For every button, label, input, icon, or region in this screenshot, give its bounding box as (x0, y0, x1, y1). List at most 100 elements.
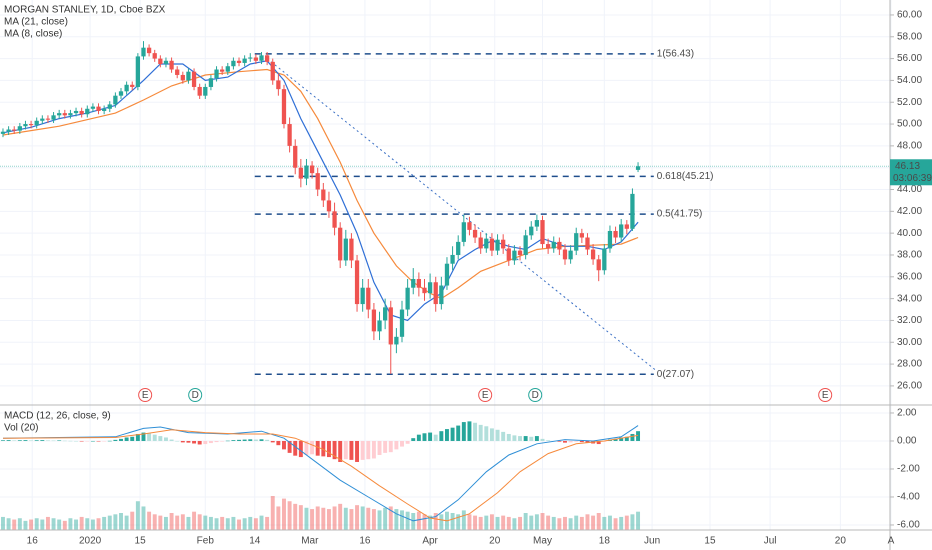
volume-bar (377, 510, 382, 530)
candle-body (158, 58, 163, 65)
candle-body (388, 307, 393, 345)
volume-bar (135, 501, 140, 530)
y-tick-label: 36.00 (897, 271, 922, 282)
candle-body (62, 113, 67, 116)
candle-body (186, 71, 191, 81)
volume-bar (197, 514, 202, 530)
volume-bar (231, 516, 236, 530)
candle-body (484, 238, 489, 249)
volume-bar (439, 514, 444, 530)
volume-bar (208, 516, 213, 530)
y-tick-label: 50.00 (897, 119, 922, 130)
macd-histogram-bar (1, 440, 5, 441)
candle-body (461, 222, 466, 242)
candle-body (326, 200, 332, 212)
macd-histogram-bar (141, 432, 146, 441)
macd-histogram-bar (248, 439, 253, 441)
volume-bar (180, 514, 185, 530)
volume-legend: Vol (20) (4, 423, 38, 434)
macd-histogram-bar (523, 436, 528, 441)
macd-histogram-bar (613, 438, 618, 441)
macd-histogram-bar (433, 434, 438, 441)
volume-bar (467, 514, 472, 530)
macd-histogram-bar (282, 440, 286, 450)
macd-histogram-bar (270, 440, 275, 443)
volume-bar (473, 515, 478, 530)
volume-bar (461, 510, 466, 530)
candle-body (590, 249, 596, 260)
volume-bar (534, 514, 539, 530)
volume-bar (568, 518, 573, 530)
volume-bar (62, 520, 67, 530)
y-tick-label: 28.00 (897, 359, 922, 370)
macd-histogram-bar (253, 439, 258, 441)
volume-bar (636, 511, 641, 530)
volume-bar (225, 518, 230, 530)
candle-body (315, 173, 320, 190)
volume-bar (40, 519, 45, 530)
candle-body (478, 237, 483, 249)
volume-bar (6, 518, 11, 530)
volume-bar (265, 516, 270, 530)
candle-body (607, 230, 613, 249)
y-tick-label: -2.00 (897, 464, 920, 475)
x-tick-label: Apr (422, 536, 438, 547)
candle-body (557, 241, 562, 250)
volume-bar (557, 518, 562, 530)
volume-bar (332, 506, 337, 530)
x-tick-label: May (533, 536, 552, 547)
volume-bar (512, 518, 517, 530)
candle-body (276, 80, 281, 90)
macd-histogram-bar (366, 440, 371, 460)
y-tick-label: 56.00 (897, 53, 922, 64)
macd-histogram-bar (68, 440, 73, 442)
macd-histogram-bar (506, 433, 511, 441)
volume-bar (287, 501, 292, 530)
candle-body (203, 86, 208, 96)
macd-histogram-bar (152, 434, 157, 441)
y-tick-label: 48.00 (897, 141, 922, 152)
event-marker (188, 388, 203, 402)
plot: 1(56.43) 0.618(45.21) 0.5(41.75) 0(27.07) E D… (0, 41, 890, 530)
volume-bar (400, 510, 404, 530)
candle-body (574, 233, 579, 251)
macd-histogram-bar (265, 439, 270, 441)
candle-body (309, 165, 315, 174)
macd-histogram-bar (231, 440, 236, 441)
candle-body (585, 237, 590, 250)
candle-body (624, 224, 629, 229)
x-tick-label: 20 (489, 536, 501, 547)
volume-bar (85, 518, 90, 530)
volume-bar (596, 513, 601, 530)
volume-bar (338, 503, 343, 530)
candle-body (517, 250, 523, 255)
macd-histogram-bar (563, 440, 567, 443)
chart-title: MORGAN STANLEY, 1D, Cboe BZX (4, 5, 166, 16)
volume-bar (422, 514, 427, 530)
candle-body (596, 259, 601, 271)
macd-histogram-bar (124, 437, 129, 441)
macd-histogram-bar (186, 440, 191, 443)
volume-bar (119, 513, 123, 530)
macd-histogram-bar (203, 440, 208, 445)
candle-body (259, 55, 264, 61)
volume-bar (152, 514, 157, 530)
volume-bar (371, 509, 376, 530)
volume-bar (310, 509, 315, 530)
macd-histogram-bar (534, 436, 539, 441)
candle-body (214, 69, 219, 79)
macd-histogram-bar (518, 436, 522, 441)
macd-histogram-bar (456, 425, 461, 441)
macd-histogram-bar (242, 439, 247, 441)
volume-bar (23, 520, 28, 530)
macd-histogram-bar (62, 440, 67, 442)
candle-body (102, 108, 107, 111)
macd-histogram-bar (388, 440, 393, 453)
event-label: D (192, 390, 199, 401)
macd-histogram-bar (445, 429, 449, 441)
volume-bar (57, 519, 62, 530)
volume-bar (326, 509, 331, 530)
volume-bar (478, 516, 483, 530)
macd-histogram-bar (428, 432, 433, 441)
